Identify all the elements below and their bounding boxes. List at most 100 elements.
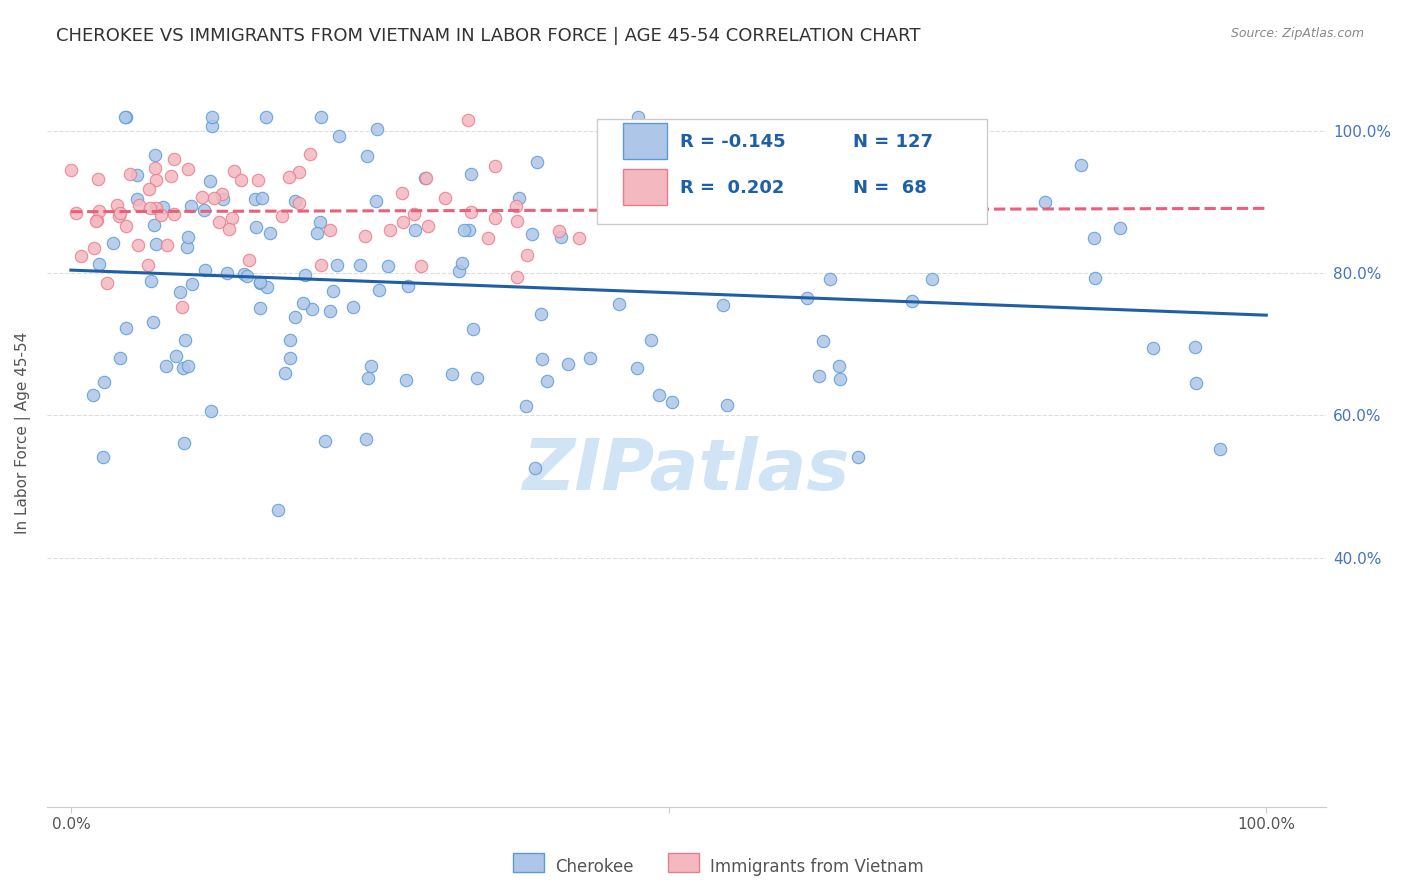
Point bbox=[120, 167, 142, 181]
Point bbox=[108, 206, 131, 220]
Point bbox=[692, 197, 714, 211]
Point bbox=[846, 450, 869, 464]
Point bbox=[1108, 221, 1130, 235]
Point bbox=[84, 213, 107, 227]
Point bbox=[1083, 230, 1105, 244]
Point bbox=[201, 110, 224, 124]
Point bbox=[1070, 158, 1092, 172]
Point bbox=[249, 301, 271, 315]
Point bbox=[174, 334, 197, 348]
Point bbox=[506, 214, 529, 228]
Point bbox=[465, 371, 488, 385]
Point bbox=[254, 110, 277, 124]
Point bbox=[477, 231, 499, 245]
Point bbox=[377, 259, 399, 273]
Point bbox=[449, 264, 471, 278]
Point bbox=[243, 192, 266, 206]
Point bbox=[180, 199, 202, 213]
Point bbox=[211, 186, 233, 201]
Point bbox=[65, 206, 87, 220]
Point bbox=[457, 222, 479, 236]
Point bbox=[505, 199, 527, 213]
Point bbox=[96, 276, 118, 290]
Point bbox=[451, 256, 474, 270]
Bar bbox=[513, 853, 544, 872]
Point bbox=[516, 248, 538, 262]
Point bbox=[143, 161, 166, 175]
Point bbox=[357, 371, 380, 385]
Point bbox=[506, 270, 529, 285]
Point bbox=[193, 202, 215, 217]
Point bbox=[460, 205, 482, 219]
Point bbox=[145, 201, 167, 215]
Point bbox=[59, 162, 82, 177]
Point bbox=[607, 296, 630, 310]
Point bbox=[246, 172, 269, 186]
Point bbox=[101, 235, 124, 250]
Point bbox=[91, 450, 114, 465]
Point bbox=[391, 215, 413, 229]
Point bbox=[568, 231, 591, 245]
Point bbox=[70, 250, 93, 264]
Point bbox=[796, 292, 818, 306]
Point bbox=[177, 359, 200, 374]
Point bbox=[536, 374, 558, 388]
Point bbox=[142, 218, 165, 232]
Point bbox=[484, 211, 506, 225]
Point bbox=[309, 259, 332, 273]
Point bbox=[139, 201, 162, 215]
Point bbox=[172, 361, 194, 376]
Point bbox=[127, 169, 149, 183]
Point bbox=[278, 351, 301, 365]
Point bbox=[191, 190, 214, 204]
Point bbox=[294, 268, 316, 282]
Point bbox=[128, 197, 150, 211]
Point bbox=[136, 258, 159, 272]
Bar bbox=[623, 169, 668, 205]
Y-axis label: In Labor Force | Age 45-54: In Labor Force | Age 45-54 bbox=[15, 332, 31, 534]
Point bbox=[326, 259, 349, 273]
Point bbox=[550, 229, 572, 244]
Point bbox=[169, 285, 191, 299]
Point bbox=[461, 322, 484, 336]
Point bbox=[647, 388, 669, 402]
Point bbox=[115, 320, 138, 334]
Point bbox=[114, 110, 136, 124]
Point bbox=[249, 276, 271, 290]
Point bbox=[143, 147, 166, 161]
Point bbox=[404, 207, 426, 221]
Point bbox=[876, 177, 898, 191]
Point bbox=[221, 211, 243, 225]
Text: N =  68: N = 68 bbox=[853, 179, 927, 197]
Text: Cherokee: Cherokee bbox=[555, 858, 634, 876]
Bar bbox=[668, 853, 699, 872]
Point bbox=[367, 283, 389, 297]
Point bbox=[309, 215, 332, 229]
Point bbox=[307, 226, 329, 240]
Point bbox=[619, 146, 641, 161]
Point bbox=[87, 257, 110, 271]
FancyBboxPatch shape bbox=[598, 120, 987, 224]
Point bbox=[627, 110, 650, 124]
Point bbox=[811, 334, 834, 349]
Point bbox=[460, 167, 482, 181]
Point bbox=[181, 277, 204, 291]
Point bbox=[418, 219, 440, 233]
Point bbox=[105, 198, 128, 212]
Point bbox=[115, 110, 138, 124]
Point bbox=[356, 149, 378, 163]
Point bbox=[318, 222, 340, 236]
Point bbox=[711, 298, 734, 312]
Point bbox=[366, 122, 388, 136]
Point bbox=[194, 262, 217, 277]
Point bbox=[484, 159, 506, 173]
Point bbox=[83, 242, 105, 256]
Point bbox=[145, 173, 167, 187]
Point bbox=[828, 372, 851, 386]
Point bbox=[198, 174, 221, 188]
Point bbox=[409, 259, 432, 273]
Text: CHEROKEE VS IMMIGRANTS FROM VIETNAM IN LABOR FORCE | AGE 45-54 CORRELATION CHART: CHEROKEE VS IMMIGRANTS FROM VIETNAM IN L… bbox=[56, 27, 921, 45]
Point bbox=[211, 192, 233, 206]
Point bbox=[139, 274, 162, 288]
Point bbox=[114, 219, 136, 233]
